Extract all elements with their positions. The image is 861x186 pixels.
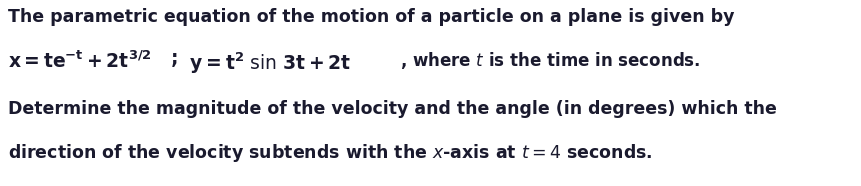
Text: direction of the velocity subtends with the $x$-axis at $t = 4$ seconds.: direction of the velocity subtends with …	[8, 142, 652, 164]
Text: $\mathbf{;}$: $\mathbf{;}$	[170, 50, 177, 69]
Text: $\mathbf{x = te^{-t} + 2t^{3/2}}$: $\mathbf{x = te^{-t} + 2t^{3/2}}$	[8, 50, 152, 71]
Text: , where $t$ is the time in seconds.: , where $t$ is the time in seconds.	[400, 50, 700, 71]
Text: The parametric equation of the motion of a particle on a plane is given by: The parametric equation of the motion of…	[8, 8, 734, 26]
Text: Determine the magnitude of the velocity and the angle (in degrees) which the: Determine the magnitude of the velocity …	[8, 100, 776, 118]
Text: $\mathbf{y = t^{2}}$ sin $\mathbf{3t + 2t}$: $\mathbf{y = t^{2}}$ sin $\mathbf{3t + 2…	[177, 50, 351, 76]
